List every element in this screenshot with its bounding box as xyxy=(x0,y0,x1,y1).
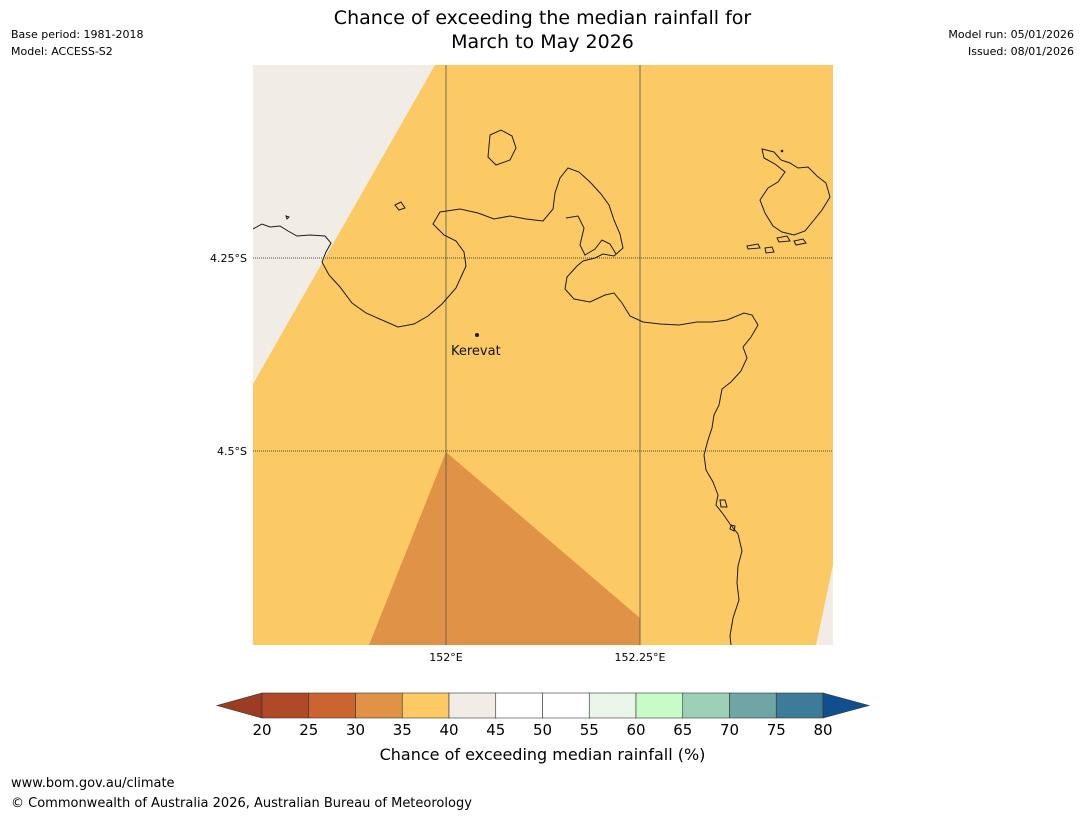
band-30-35-south xyxy=(369,452,640,645)
colorbar-swatch xyxy=(355,692,403,719)
model-run-text: Model run: 05/01/2026 xyxy=(948,28,1074,41)
issued-text: Issued: 08/01/2026 xyxy=(967,45,1074,58)
colorbar-swatch xyxy=(448,692,497,719)
colorbar-swatch xyxy=(401,692,450,719)
model-text: Model: ACCESS-S2 xyxy=(11,45,113,58)
colorbar-tick-label: 70 xyxy=(720,721,739,739)
colorbar-tick-label: 40 xyxy=(439,721,458,739)
footer: www.bom.gov.au/climate © Commonwealth of… xyxy=(11,774,472,814)
colorbar-tick-label: 80 xyxy=(813,721,832,739)
colorbar-tick-label: 30 xyxy=(346,721,365,739)
colorbar-swatch xyxy=(542,692,590,719)
colorbar-swatch xyxy=(495,692,543,719)
colorbar-tick-label: 20 xyxy=(252,721,271,739)
islet-4 xyxy=(764,246,775,254)
colorbar-tick-label: 35 xyxy=(393,721,412,739)
footer-copyright: © Commonwealth of Australia 2026, Austra… xyxy=(11,796,472,811)
base-period-text: Base period: 1981-2018 xyxy=(11,28,144,41)
colorbar-under-arrow xyxy=(215,692,263,719)
metadata-right: Model run: 05/01/2026 Issued: 08/01/2026 xyxy=(948,26,1074,60)
colorbar-swatch xyxy=(308,692,356,719)
colorbar-swatch xyxy=(261,692,310,719)
lat-label-4-25: 4.25°S xyxy=(210,252,247,265)
islet-7 xyxy=(719,499,728,508)
colorbar-swatch xyxy=(729,692,777,719)
map-title: Chance of exceeding the median rainfall … xyxy=(0,6,1085,54)
colorbar-swatch xyxy=(588,692,637,719)
footer-url: www.bom.gov.au/climate xyxy=(11,776,175,791)
colorbar-swatch xyxy=(682,692,730,719)
coastline-northwest xyxy=(253,167,759,645)
islet-2 xyxy=(285,215,290,220)
colorbar-tick-label: 50 xyxy=(533,721,552,739)
title-line-1: Chance of exceeding the median rainfall … xyxy=(333,7,752,29)
colorbar-over-arrow xyxy=(822,692,871,719)
kerevat-marker xyxy=(475,333,479,337)
band-40-45-southeast xyxy=(816,565,833,645)
peninsula-inner xyxy=(565,215,617,256)
colorbar-label: Chance of exceeding median rainfall (%) xyxy=(379,745,706,764)
island-north xyxy=(487,129,517,166)
rainfall-map: Kerevat 4.25°S 4.5°S 152°E 152.25°E xyxy=(210,65,833,664)
islands-northeast xyxy=(759,148,831,236)
islet-8 xyxy=(729,524,736,532)
colorbar-swatch xyxy=(775,692,824,719)
islet-3 xyxy=(746,243,761,250)
colorbar-tick-label: 25 xyxy=(299,721,318,739)
metadata-left: Base period: 1981-2018 Model: ACCESS-S2 xyxy=(11,26,143,60)
islet-6 xyxy=(776,235,791,243)
lat-label-4-5: 4.5°S xyxy=(217,445,247,458)
islet-5 xyxy=(793,238,807,246)
kerevat-label: Kerevat xyxy=(451,344,501,359)
colorbar: 20 25 30 35 40 45 50 55 60 65 70 75 80 xyxy=(215,692,871,739)
lon-label-152: 152°E xyxy=(429,651,462,664)
colorbar-tick-label: 45 xyxy=(486,721,505,739)
colorbar-tick-label: 60 xyxy=(626,721,645,739)
coastline xyxy=(253,129,831,645)
colorbar-tick-label: 75 xyxy=(767,721,786,739)
title-line-2: March to May 2026 xyxy=(451,31,634,53)
island-dot xyxy=(780,149,784,153)
colorbar-swatch xyxy=(635,692,684,719)
band-40-45-west xyxy=(253,65,435,384)
colorbar-tick-label: 65 xyxy=(673,721,692,739)
islet-1 xyxy=(394,201,406,211)
lon-label-152-25: 152.25°E xyxy=(615,651,666,664)
colorbar-tick-label: 55 xyxy=(580,721,599,739)
